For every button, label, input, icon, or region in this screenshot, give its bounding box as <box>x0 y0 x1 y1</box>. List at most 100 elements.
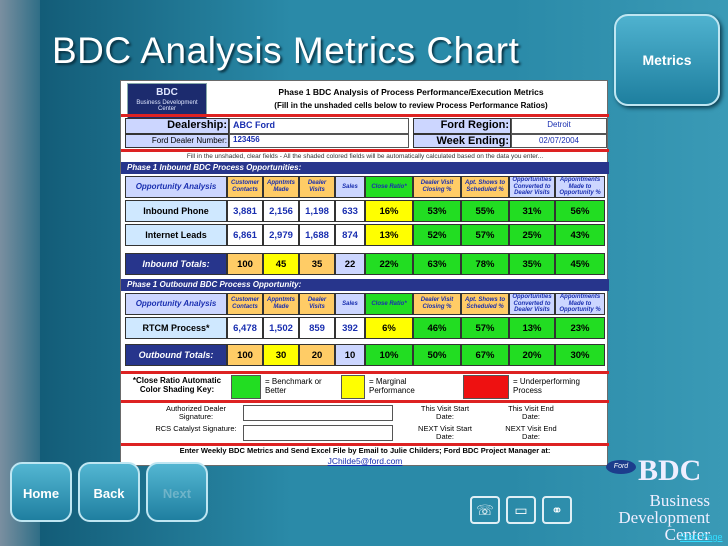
inbound-header-appt-shows: Apt. Shows to Scheduled % <box>461 176 509 198</box>
outbound-header-dealer-visits: Dealer Visits <box>299 293 335 315</box>
start-page-link[interactable]: Start Page <box>680 532 723 542</box>
key-title: *Close Ratio Automatic Color Shading Key… <box>132 376 222 394</box>
rtcm-process-contacts[interactable]: 6,478 <box>227 317 263 339</box>
internet-leads-contacts[interactable]: 6,861 <box>227 224 263 246</box>
bdc-wordmark: Business Development Center <box>598 492 710 543</box>
rtcm-process-made: 23% <box>555 317 605 339</box>
outbound-header-opps-converted: Opportunities Converted to Dealer Visits <box>509 293 555 315</box>
home-button[interactable]: Home <box>10 462 72 522</box>
internet-leads-label: Internet Leads <box>125 224 227 246</box>
instruction-text: Fill in the unshaded, clear fields - All… <box>186 153 544 160</box>
rcs-signature-label: RCS Catalyst Signature: <box>155 424 237 433</box>
divider <box>121 149 609 152</box>
left-decor-strip <box>0 0 40 546</box>
inbound-header-analysis: Opportunity Analysis <box>125 176 227 198</box>
internet-leads-closing: 52% <box>413 224 461 246</box>
dealer-number-label: Ford Dealer Number: <box>151 136 227 145</box>
outbound-totals-shows: 67% <box>461 344 509 366</box>
week-field[interactable] <box>511 134 607 148</box>
inbound-totals-visits: 35 <box>299 253 335 275</box>
dealership-label-box <box>125 118 229 134</box>
outbound-totals-label: Outbound Totals: <box>125 344 227 366</box>
handshake-icon[interactable]: ⚭ <box>542 496 572 524</box>
internet-leads-appts[interactable]: 2,979 <box>263 224 299 246</box>
inbound-totals-contacts: 100 <box>227 253 263 275</box>
inbound-phone-sales[interactable]: 633 <box>335 200 365 222</box>
computer-icon[interactable]: ▭ <box>506 496 536 524</box>
outbound-totals-sales: 10 <box>335 344 365 366</box>
rtcm-process-label: RTCM Process* <box>125 317 227 339</box>
inbound-phone-label: Inbound Phone <box>125 200 227 222</box>
bdc-word-1: Business <box>649 491 710 510</box>
this-end-label: This Visit End Date: <box>508 404 554 422</box>
rtcm-process-sales[interactable]: 392 <box>335 317 365 339</box>
metrics-button[interactable]: Metrics <box>614 14 720 106</box>
divider <box>121 443 609 446</box>
internet-leads-converted: 25% <box>509 224 555 246</box>
inbound-header-appts-opportunity: Appointments Made to Opportunity % <box>555 176 605 198</box>
inbound-totals-made: 45% <box>555 253 605 275</box>
region-label-box <box>413 118 511 134</box>
inbound-phone-visits[interactable]: 1,198 <box>299 200 335 222</box>
inbound-header-dealer-visit-closing: Dealer Visit Closing % <box>413 176 461 198</box>
inbound-phone-contacts[interactable]: 3,881 <box>227 200 263 222</box>
inbound-totals-label: Inbound Totals: <box>125 253 227 275</box>
inbound-header-dealer-visits: Dealer Visits <box>299 176 335 198</box>
outbound-totals-closing: 50% <box>413 344 461 366</box>
metrics-sheet: BDC Business Development Center Phase 1 … <box>120 80 609 466</box>
email-link[interactable]: JChilde5@ford.com <box>327 456 403 466</box>
region-value: Detroit <box>547 120 571 129</box>
bdc-word-3: Center <box>664 525 710 544</box>
outbound-totals-close: 10% <box>365 344 413 366</box>
rcs-signature-field[interactable] <box>243 425 393 441</box>
dealer-signature-field[interactable] <box>243 405 393 421</box>
key-green-label: = Benchmark or Better <box>265 377 322 395</box>
outbound-totals-contacts: 100 <box>227 344 263 366</box>
outbound-section-title: Phase 1 Outbound BDC Process Opportunity… <box>127 280 302 289</box>
internet-leads-close: 13% <box>365 224 413 246</box>
inbound-phone-shows: 55% <box>461 200 509 222</box>
divider <box>121 371 609 374</box>
rtcm-process-visits[interactable]: 859 <box>299 317 335 339</box>
inbound-phone-converted: 31% <box>509 200 555 222</box>
dealer-number-value: 123456 <box>233 135 260 144</box>
internet-leads-visits[interactable]: 1,688 <box>299 224 335 246</box>
dealer-signature-label: Authorized Dealer Signature: <box>165 404 227 422</box>
outbound-header-appts-made: Appntmts Made <box>263 293 299 315</box>
inbound-totals-sales: 22 <box>335 253 365 275</box>
rtcm-process-closing: 46% <box>413 317 461 339</box>
inbound-header-customer-contacts: Customer Contacts <box>227 176 263 198</box>
internet-leads-shows: 57% <box>461 224 509 246</box>
dealer-number-field[interactable] <box>229 134 409 148</box>
next-button[interactable]: Next <box>146 462 208 522</box>
outbound-header-customer-contacts: Customer Contacts <box>227 293 263 315</box>
key-yellow-swatch <box>341 375 365 399</box>
sheet-header-line1: Phase 1 BDC Analysis of Process Performa… <box>278 87 544 97</box>
key-yellow-label: = Marginal Performance <box>369 377 415 395</box>
outbound-totals-made: 30% <box>555 344 605 366</box>
inbound-section-title: Phase 1 Inbound BDC Process Opportunitie… <box>127 163 302 172</box>
this-start-label: This Visit Start Date: <box>420 404 470 422</box>
outbound-totals-converted: 20% <box>509 344 555 366</box>
inbound-header-sales: Sales <box>335 176 365 198</box>
key-red-label: = Underperforming Process <box>513 377 580 395</box>
inbound-totals-appts: 45 <box>263 253 299 275</box>
inbound-header-close-ratio: Close Ratio* <box>365 176 413 198</box>
inbound-header-appts-made: Appntmts Made <box>263 176 299 198</box>
inbound-header-opps-converted: Opportunities Converted to Dealer Visits <box>509 176 555 198</box>
inbound-totals-closing: 63% <box>413 253 461 275</box>
dealership-label: Dealership: <box>167 119 227 131</box>
rtcm-process-appts[interactable]: 1,502 <box>263 317 299 339</box>
outbound-header-close-ratio: Close Ratio* <box>365 293 413 315</box>
inbound-phone-close: 16% <box>365 200 413 222</box>
back-button[interactable]: Back <box>78 462 140 522</box>
region-field[interactable] <box>511 118 607 134</box>
inbound-totals-close: 22% <box>365 253 413 275</box>
internet-leads-made: 43% <box>555 224 605 246</box>
key-red-swatch <box>463 375 509 399</box>
dealership-field[interactable] <box>229 118 409 134</box>
phone-icon[interactable]: ☏ <box>470 496 500 524</box>
internet-leads-sales[interactable]: 874 <box>335 224 365 246</box>
inbound-totals-converted: 35% <box>509 253 555 275</box>
inbound-phone-appts[interactable]: 2,156 <box>263 200 299 222</box>
